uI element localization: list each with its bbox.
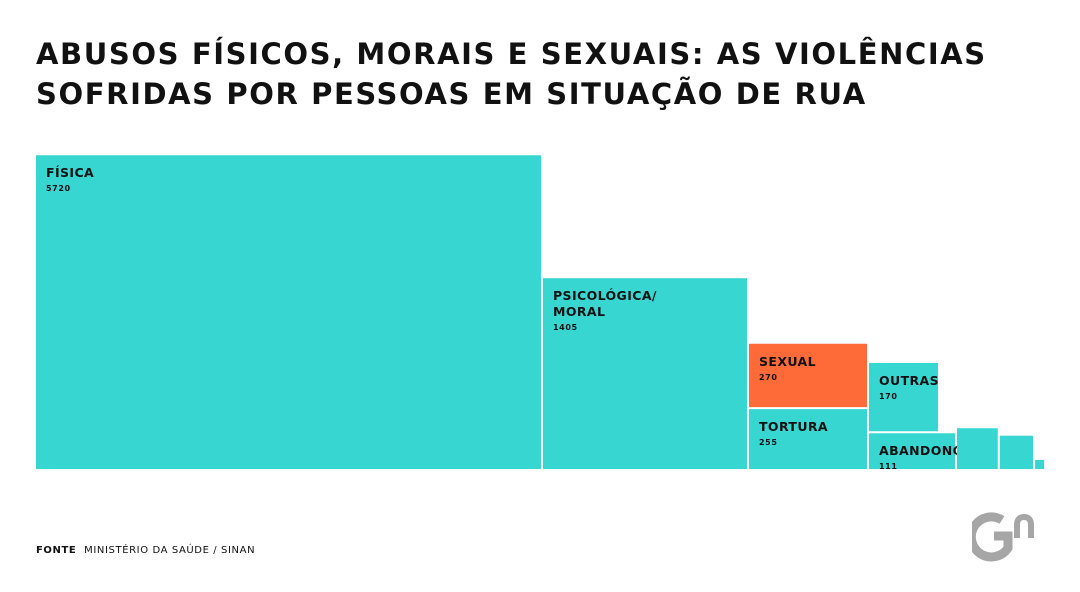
treemap-cell-small-1 xyxy=(957,428,998,469)
cell-label-1-1: MORAL xyxy=(553,304,605,319)
chart-title-line-1: ABUSOS FÍSICOS, MORAIS E SEXUAIS: AS VIO… xyxy=(36,37,987,71)
source-note: FONTE MINISTÉRIO DA SAÚDE / SINAN xyxy=(36,545,255,556)
chart-title-line-2: SOFRIDAS POR PESSOAS EM SITUAÇÃO DE RUA xyxy=(36,77,867,111)
gn-logo-icon xyxy=(972,512,1034,562)
cell-label-3-0: TORTURA xyxy=(759,419,828,434)
cell-label-2-0: SEXUAL xyxy=(759,354,816,369)
treemap-cell-abandono xyxy=(869,433,955,469)
source-text: MINISTÉRIO DA SAÚDE / SINAN xyxy=(84,545,256,556)
cell-value-1: 1405 xyxy=(553,323,578,332)
treemap-cell-small-3 xyxy=(1035,459,1045,469)
cell-value-0: 5720 xyxy=(46,184,71,193)
logo-g-shape xyxy=(972,512,1013,562)
treemap-cell-fisica xyxy=(36,155,541,469)
treemap-cell-tortura xyxy=(749,409,867,469)
source-label: FONTE xyxy=(36,545,77,556)
treemap-cell-outras xyxy=(869,363,938,432)
chart-title: ABUSOS FÍSICOS, MORAIS E SEXUAIS: AS VIO… xyxy=(36,34,1046,114)
treemap-cell-small-2 xyxy=(999,435,1034,469)
treemap-cell-sexual xyxy=(749,343,867,408)
cell-value-4: 170 xyxy=(879,392,898,401)
cell-label-0-0: FÍSICA xyxy=(46,165,94,180)
logo-n-shape xyxy=(1014,513,1034,538)
cell-label-5-0: ABANDONO xyxy=(879,443,964,458)
cell-value-3: 255 xyxy=(759,438,778,447)
treemap-cell-psicologica xyxy=(543,278,747,469)
cell-label-4-0: OUTRAS xyxy=(879,373,939,388)
cell-label-1-0: PSICOLÓGICA/ xyxy=(553,288,657,303)
cell-value-2: 270 xyxy=(759,373,778,382)
cell-value-5: 111 xyxy=(879,462,898,471)
